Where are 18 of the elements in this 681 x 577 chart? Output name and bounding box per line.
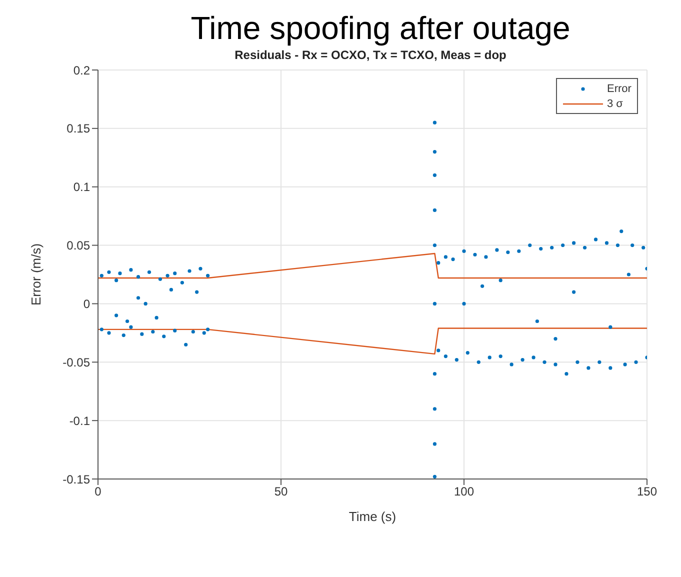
legend-label: 3 σ (607, 98, 623, 110)
x-tick-label: 100 (454, 484, 474, 499)
x-tick-label: 150 (636, 484, 658, 499)
y-tick-label: 0 (83, 296, 90, 311)
y-tick-label: 0.05 (66, 238, 90, 253)
chart-subtitle: Residuals - Rx = OCXO, Tx = TCXO, Meas = dop (234, 48, 508, 64)
y-tick-label: 0.2 (73, 63, 90, 78)
chart-title: Time spoofing after outage (190, 9, 572, 48)
legend-label: Error (607, 82, 632, 94)
x-axis-title: Time (s) (348, 509, 396, 524)
y-axis-title: Error (m/s) (28, 243, 44, 306)
x-tick-label: 0 (94, 484, 102, 499)
y-tick-label: -0.1 (69, 414, 90, 428)
x-tick-label: 50 (274, 484, 288, 499)
y-tick-label: -0.05 (62, 355, 90, 370)
y-tick-label: -0.15 (62, 472, 90, 486)
y-tick-label: 0.1 (73, 180, 90, 194)
y-tick-label: 0.15 (66, 122, 90, 136)
